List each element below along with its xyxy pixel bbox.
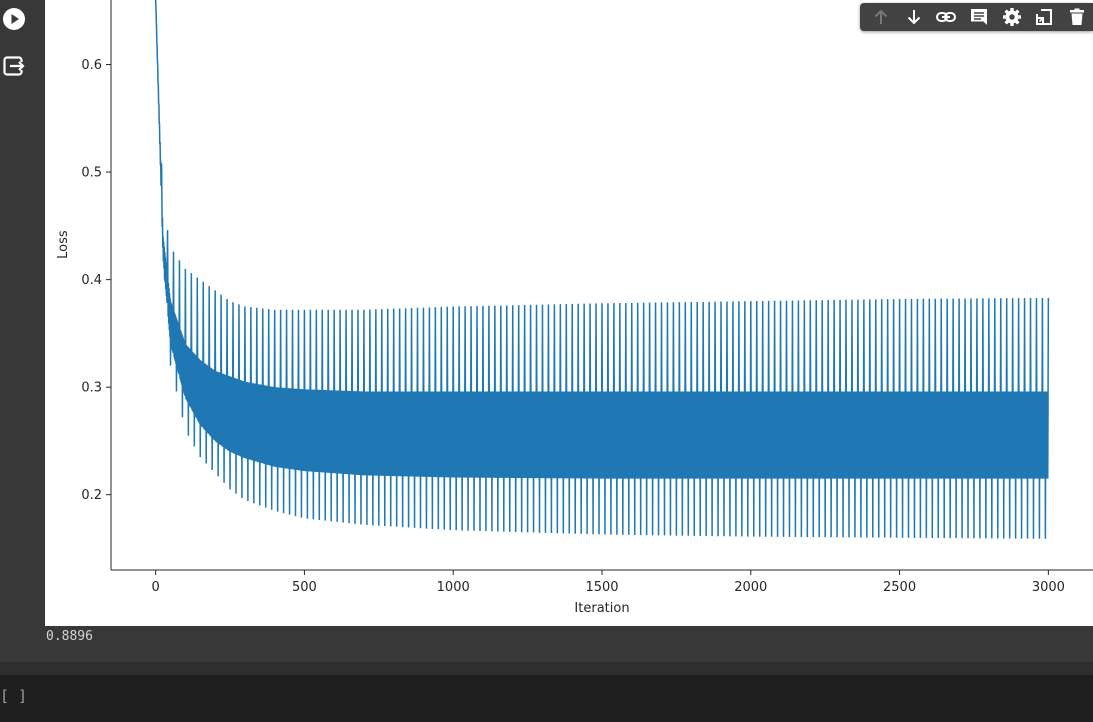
series-layer (154, 0, 1050, 539)
comment-button[interactable] (963, 3, 996, 31)
move-down-button[interactable] (898, 3, 931, 31)
x-tick-label: 0 (151, 580, 159, 595)
cell-toolbar (860, 3, 1093, 31)
comment-icon (971, 9, 988, 25)
y-tick-label: 0.4 (81, 273, 102, 288)
x-tick-label: 2500 (883, 580, 916, 595)
x-tick-label: 3000 (1032, 580, 1065, 595)
copy-link-button[interactable] (930, 3, 963, 31)
cell-footer (0, 648, 1093, 662)
axes-layer: 0 500 1000 1500 2000 2500 3000 0.2 0.3 0.4 0.5 0.6 I… (56, 0, 1093, 616)
y-tick-label: 0.2 (81, 488, 102, 503)
mirror-cell-icon (1036, 9, 1053, 25)
y-tick-label: 0.3 (81, 381, 102, 396)
arrow-down-icon (907, 10, 921, 25)
settings-button[interactable] (995, 3, 1028, 31)
move-up-button[interactable] (865, 3, 898, 31)
execution-count-bracket: [ ] (0, 687, 28, 705)
accuracy-output: 0.8896 (46, 629, 93, 644)
mirror-cell-button[interactable] (1028, 3, 1061, 31)
next-code-cell[interactable]: [ ] (0, 675, 1093, 722)
loss-chart: 0 500 1000 1500 2000 2500 3000 0.2 0.3 0.4 0.5 0.6 I… (56, 0, 1093, 616)
delete-icon (1069, 8, 1084, 25)
x-tick-label: 2000 (734, 580, 767, 595)
x-tick-label: 1500 (585, 580, 618, 595)
loss-series-line (154, 0, 1050, 539)
x-axis-label: Iteration (574, 601, 629, 616)
link-icon (936, 12, 957, 22)
arrow-up-icon (875, 9, 888, 24)
x-tick-label: 1000 (437, 580, 470, 595)
output-exit-icon[interactable] (1, 53, 27, 79)
delete-cell-button[interactable] (1060, 3, 1093, 31)
cell-divider (0, 662, 1093, 675)
x-tick-label: 500 (292, 580, 317, 595)
y-tick-label: 0.6 (81, 58, 102, 73)
y-tick-label: 0.5 (81, 166, 102, 181)
cell-gutter (0, 0, 45, 626)
y-axis-label: Loss (56, 230, 71, 259)
gear-icon (1002, 8, 1021, 26)
plot-output: 0 500 1000 1500 2000 2500 3000 0.2 0.3 0.4 0.5 0.6 I… (45, 0, 1093, 626)
play-circle-icon[interactable] (1, 6, 27, 32)
